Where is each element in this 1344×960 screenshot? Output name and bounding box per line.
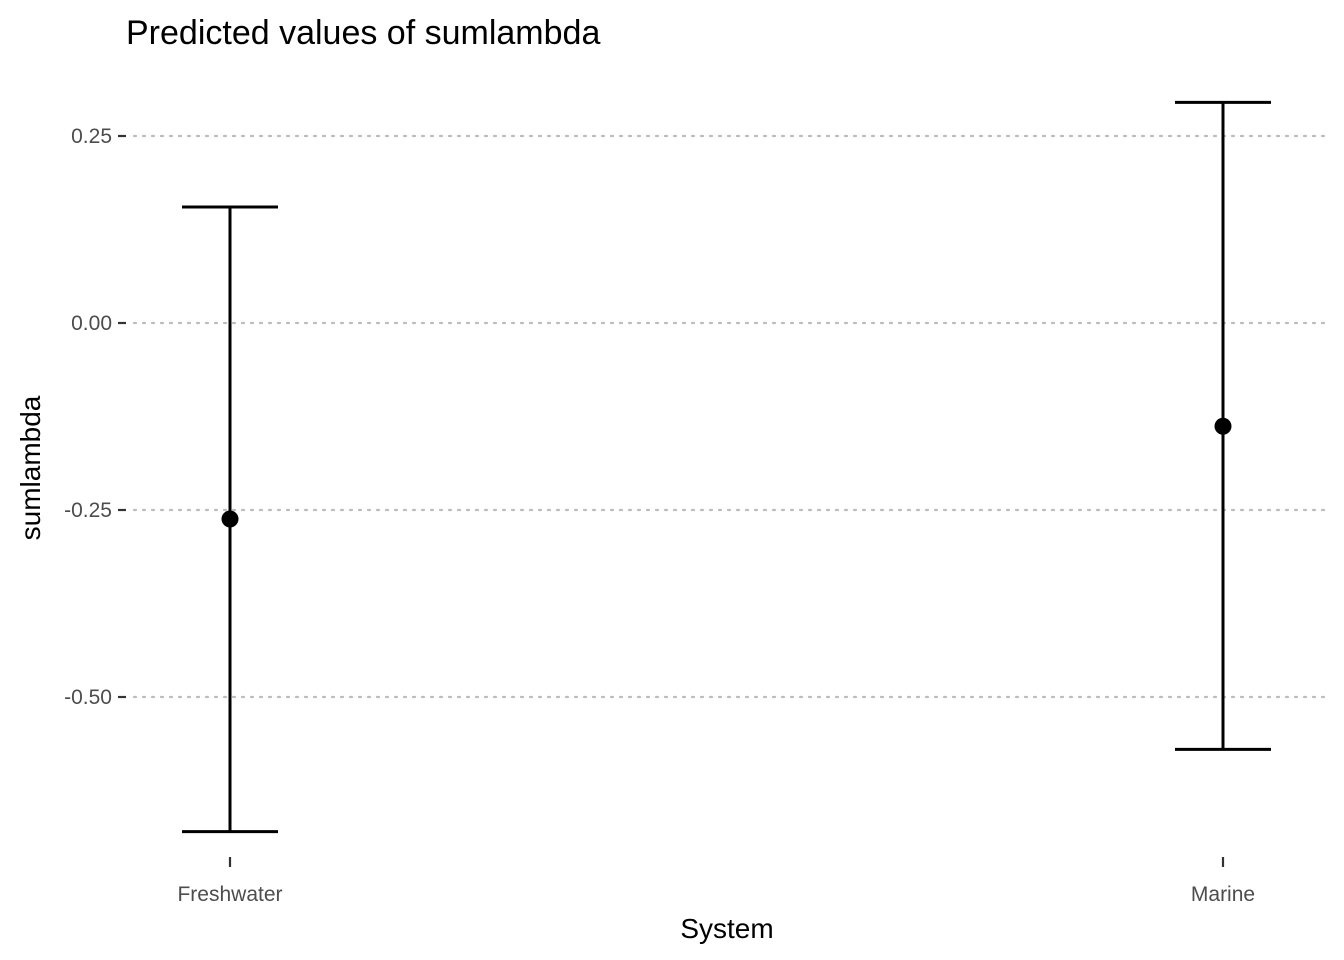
y-tick-label: 0.25 xyxy=(71,125,112,148)
x-axis-title: System xyxy=(680,913,773,944)
y-tick-label: 0.00 xyxy=(71,312,112,335)
x-tick-label: Freshwater xyxy=(177,883,282,906)
gridlines xyxy=(132,134,1328,699)
chart-title: Predicted values of sumlambda xyxy=(126,14,600,52)
data-point xyxy=(221,510,239,528)
y-tick-label: -0.50 xyxy=(64,686,112,709)
plot-marks xyxy=(182,100,1271,834)
y-tick-label: -0.25 xyxy=(64,499,112,522)
y-axis: 0.25 0.00 -0.25 -0.50 xyxy=(64,125,126,709)
data-point xyxy=(1214,417,1232,435)
x-tick-label: Marine xyxy=(1191,883,1255,906)
x-axis: Freshwater Marine xyxy=(177,857,1255,906)
y-axis-title: sumlambda xyxy=(15,395,46,540)
